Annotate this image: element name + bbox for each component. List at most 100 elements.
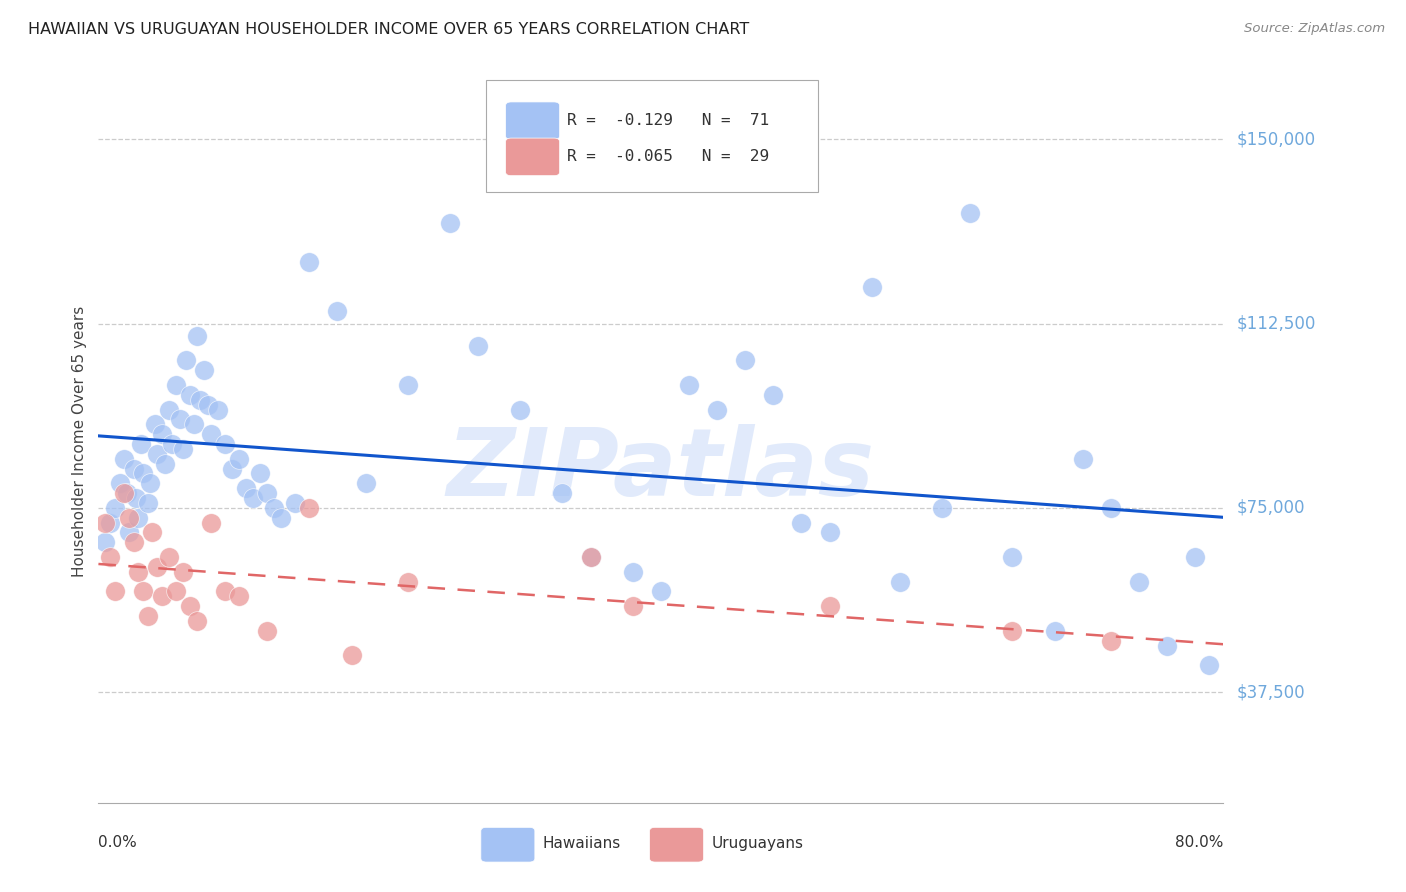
Point xyxy=(172,565,194,579)
Point xyxy=(1099,633,1122,648)
Point xyxy=(139,476,162,491)
Point xyxy=(127,510,149,524)
Point xyxy=(790,516,813,530)
Point xyxy=(186,329,208,343)
Point xyxy=(1001,624,1024,638)
Point xyxy=(1184,549,1206,564)
Point xyxy=(122,461,145,475)
Point xyxy=(228,590,250,604)
Point xyxy=(160,437,183,451)
Point xyxy=(183,417,205,432)
Point xyxy=(112,451,135,466)
Point xyxy=(150,590,173,604)
Text: HAWAIIAN VS URUGUAYAN HOUSEHOLDER INCOME OVER 65 YEARS CORRELATION CHART: HAWAIIAN VS URUGUAYAN HOUSEHOLDER INCOME… xyxy=(28,22,749,37)
Text: $37,500: $37,500 xyxy=(1237,683,1306,701)
Point xyxy=(165,584,187,599)
Point xyxy=(396,378,419,392)
Point xyxy=(818,525,841,540)
Point xyxy=(146,447,169,461)
Point xyxy=(270,510,292,524)
Point xyxy=(249,467,271,481)
Point xyxy=(959,206,981,220)
Text: Uruguayans: Uruguayans xyxy=(711,836,803,851)
Point xyxy=(762,388,785,402)
Point xyxy=(200,427,222,442)
Point xyxy=(132,467,155,481)
Point xyxy=(179,599,201,614)
FancyBboxPatch shape xyxy=(486,80,818,193)
Point xyxy=(284,496,307,510)
Point xyxy=(579,549,602,564)
Point xyxy=(169,412,191,426)
Point xyxy=(207,402,229,417)
Point xyxy=(621,565,644,579)
Point xyxy=(108,476,131,491)
FancyBboxPatch shape xyxy=(650,828,703,862)
Point xyxy=(118,510,141,524)
Point xyxy=(298,255,321,269)
Point xyxy=(179,388,201,402)
Point xyxy=(157,549,180,564)
Point xyxy=(193,363,215,377)
Text: R =  -0.065   N =  29: R = -0.065 N = 29 xyxy=(568,149,769,164)
Point xyxy=(326,304,349,318)
Point xyxy=(1198,658,1220,673)
Point xyxy=(221,461,243,475)
Point xyxy=(256,486,278,500)
Point xyxy=(104,500,127,515)
Point xyxy=(228,451,250,466)
Text: ZIPatlas: ZIPatlas xyxy=(447,425,875,516)
Point xyxy=(172,442,194,456)
Text: $112,500: $112,500 xyxy=(1237,315,1316,333)
Point xyxy=(104,584,127,599)
Point xyxy=(188,392,211,407)
Point xyxy=(197,398,219,412)
Point xyxy=(136,609,159,624)
Point xyxy=(132,584,155,599)
Point xyxy=(174,353,197,368)
Point xyxy=(127,565,149,579)
Point xyxy=(150,427,173,442)
Point xyxy=(200,516,222,530)
FancyBboxPatch shape xyxy=(506,138,560,176)
Point xyxy=(678,378,700,392)
Point xyxy=(146,560,169,574)
Point xyxy=(1099,500,1122,515)
Y-axis label: Householder Income Over 65 years: Householder Income Over 65 years xyxy=(72,306,87,577)
Point xyxy=(242,491,264,505)
Point xyxy=(235,481,257,495)
Point xyxy=(467,339,489,353)
Point xyxy=(125,491,148,505)
Text: $75,000: $75,000 xyxy=(1237,499,1306,516)
Point xyxy=(621,599,644,614)
Point xyxy=(439,216,461,230)
Point xyxy=(1043,624,1066,638)
FancyBboxPatch shape xyxy=(481,828,534,862)
Point xyxy=(340,648,363,663)
Point xyxy=(650,584,672,599)
Point xyxy=(214,437,236,451)
Point xyxy=(818,599,841,614)
Point xyxy=(214,584,236,599)
FancyBboxPatch shape xyxy=(506,102,560,139)
Point xyxy=(734,353,756,368)
Point xyxy=(141,525,163,540)
Point xyxy=(112,486,135,500)
Point xyxy=(157,402,180,417)
Point xyxy=(263,500,285,515)
Point xyxy=(98,549,121,564)
Point xyxy=(931,500,953,515)
Point xyxy=(298,500,321,515)
Point xyxy=(118,525,141,540)
Text: 80.0%: 80.0% xyxy=(1175,835,1223,850)
Point xyxy=(115,486,138,500)
Point xyxy=(136,496,159,510)
Text: 0.0%: 0.0% xyxy=(98,835,138,850)
Text: Source: ZipAtlas.com: Source: ZipAtlas.com xyxy=(1244,22,1385,36)
Point xyxy=(1128,574,1150,589)
Point xyxy=(1156,639,1178,653)
Point xyxy=(98,516,121,530)
Point xyxy=(889,574,911,589)
Point xyxy=(551,486,574,500)
Point xyxy=(256,624,278,638)
